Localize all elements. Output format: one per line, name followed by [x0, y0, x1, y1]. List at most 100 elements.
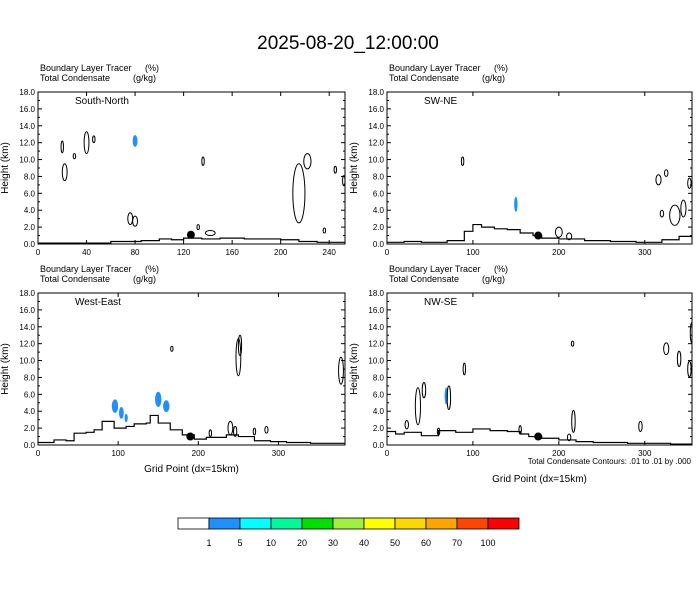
panel-label: West-East [75, 297, 121, 308]
y-tick-label: 12.0 [19, 139, 35, 148]
y-tick-label: 8.0 [373, 373, 385, 382]
panel-header-tracer-unit: (%) [494, 264, 508, 274]
y-tick-label: 2.0 [24, 223, 36, 232]
y-tick-label: 12.0 [368, 340, 384, 349]
condensate-contour [333, 165, 338, 174]
condensate-contour [233, 425, 238, 438]
condensate-contour [676, 350, 682, 367]
colorbar-swatch [177, 517, 210, 530]
chart-panel-south-north: Boundary Layer Tracer (%) Total Condensate… [0, 63, 346, 257]
terrain-line [38, 237, 345, 244]
y-tick-label: 6.0 [373, 390, 385, 399]
x-tick-label: 100 [111, 449, 125, 458]
x-tick-label: 200 [274, 248, 288, 257]
colorbar-label: 60 [421, 538, 431, 548]
x-tick-label: 40 [82, 248, 91, 257]
y-tick-label: 6.0 [24, 390, 36, 399]
condensate-contour [322, 227, 327, 234]
panel-header-condensate-unit: (g/kg) [133, 274, 156, 284]
condensate-contour [237, 334, 243, 356]
plot-frame [37, 91, 346, 245]
colorbar-swatch [239, 517, 272, 530]
y-tick-label: 18.0 [19, 289, 35, 298]
plot-area [38, 334, 345, 445]
contour-note: Total Condensate Contours: .01 to .01 by… [528, 457, 692, 466]
condensate-contour [421, 382, 427, 399]
terrain-line [387, 428, 692, 445]
y-tick-label: 16.0 [19, 306, 35, 315]
y-tick-label: 8.0 [24, 172, 36, 181]
condensate-contour [404, 420, 409, 430]
condensate-contour [196, 224, 200, 231]
chart-panel-nw-se: Boundary Layer Tracer (%) Total Condensate… [349, 264, 693, 485]
y-axis-label: Height (km) [349, 343, 360, 395]
x-tick-label: 240 [323, 248, 337, 257]
y-tick-label: 2.0 [24, 424, 36, 433]
colorbar-swatch [363, 517, 396, 530]
panel-header-tracer-unit: (%) [145, 264, 159, 274]
y-tick-label: 18.0 [19, 88, 35, 97]
colorbar-label: 5 [237, 538, 242, 548]
x-tick-label: 300 [272, 449, 286, 458]
x-tick-label: 200 [552, 248, 566, 257]
y-axis-label: Height (km) [0, 343, 11, 395]
panel-header-condensate: Total Condensate [40, 73, 110, 83]
condensate-contour [170, 345, 174, 352]
x-axis-label: Grid Point (dx=15km) [492, 474, 587, 485]
condensate-contour [208, 429, 213, 438]
colorbar-swatch [425, 517, 458, 530]
y-tick-label: 0.0 [373, 441, 385, 450]
figure-title: 2025-08-20_12:00:00 [257, 33, 439, 54]
tracer-shading [132, 135, 138, 147]
y-tick-label: 18.0 [368, 289, 384, 298]
y-tick-label: 2.0 [373, 424, 385, 433]
x-tick-label: 100 [466, 449, 480, 458]
panel-header-tracer: Boundary Layer Tracer [389, 264, 481, 274]
x-tick-label: 0 [385, 449, 390, 458]
condensate-contour [669, 204, 681, 226]
condensate-contour [570, 340, 575, 347]
location-marker [186, 230, 195, 239]
location-marker [534, 231, 543, 240]
condensate-contour [566, 232, 573, 241]
colorbar-swatch [394, 517, 427, 530]
y-tick-label: 14.0 [19, 122, 35, 131]
colorbar-label: 30 [328, 538, 338, 548]
colorbar-swatch [208, 517, 241, 530]
plot-frame [37, 292, 346, 446]
condensate-contour [83, 131, 90, 155]
panel-label: SW-NE [424, 96, 457, 107]
panel-header-tracer-unit: (%) [145, 63, 159, 73]
y-tick-label: 8.0 [24, 373, 36, 382]
y-tick-label: 4.0 [373, 407, 385, 416]
y-tick-label: 16.0 [368, 105, 384, 114]
panel-label: NW-SE [424, 297, 457, 308]
y-tick-label: 14.0 [368, 323, 384, 332]
colorbar-swatch [301, 517, 334, 530]
y-tick-label: 4.0 [373, 206, 385, 215]
condensate-contour [264, 425, 269, 434]
panel-header-condensate: Total Condensate [389, 274, 459, 284]
chart-panel-west-east: Boundary Layer Tracer (%) Total Condensate… [0, 264, 346, 475]
terrain-line [38, 414, 345, 445]
y-axis-label: Height (km) [349, 142, 360, 194]
condensate-contour [460, 156, 465, 166]
plot-area [38, 131, 345, 244]
y-tick-label: 16.0 [368, 306, 384, 315]
x-tick-label: 0 [36, 248, 41, 257]
y-tick-label: 16.0 [19, 105, 35, 114]
y-tick-label: 0.0 [24, 240, 36, 249]
panel-header-condensate-unit: (g/kg) [133, 73, 156, 83]
colorbar-label: 50 [390, 538, 400, 548]
condensate-contour [204, 229, 216, 237]
location-marker [534, 432, 543, 441]
panel-header-tracer: Boundary Layer Tracer [40, 63, 132, 73]
x-tick-label: 200 [192, 449, 206, 458]
condensate-contour [638, 420, 643, 432]
y-tick-label: 10.0 [368, 156, 384, 165]
tracer-shading [124, 413, 128, 423]
condensate-contour [127, 212, 134, 226]
plot-area [387, 322, 692, 445]
y-tick-label: 6.0 [24, 189, 36, 198]
condensate-contour [61, 163, 68, 182]
